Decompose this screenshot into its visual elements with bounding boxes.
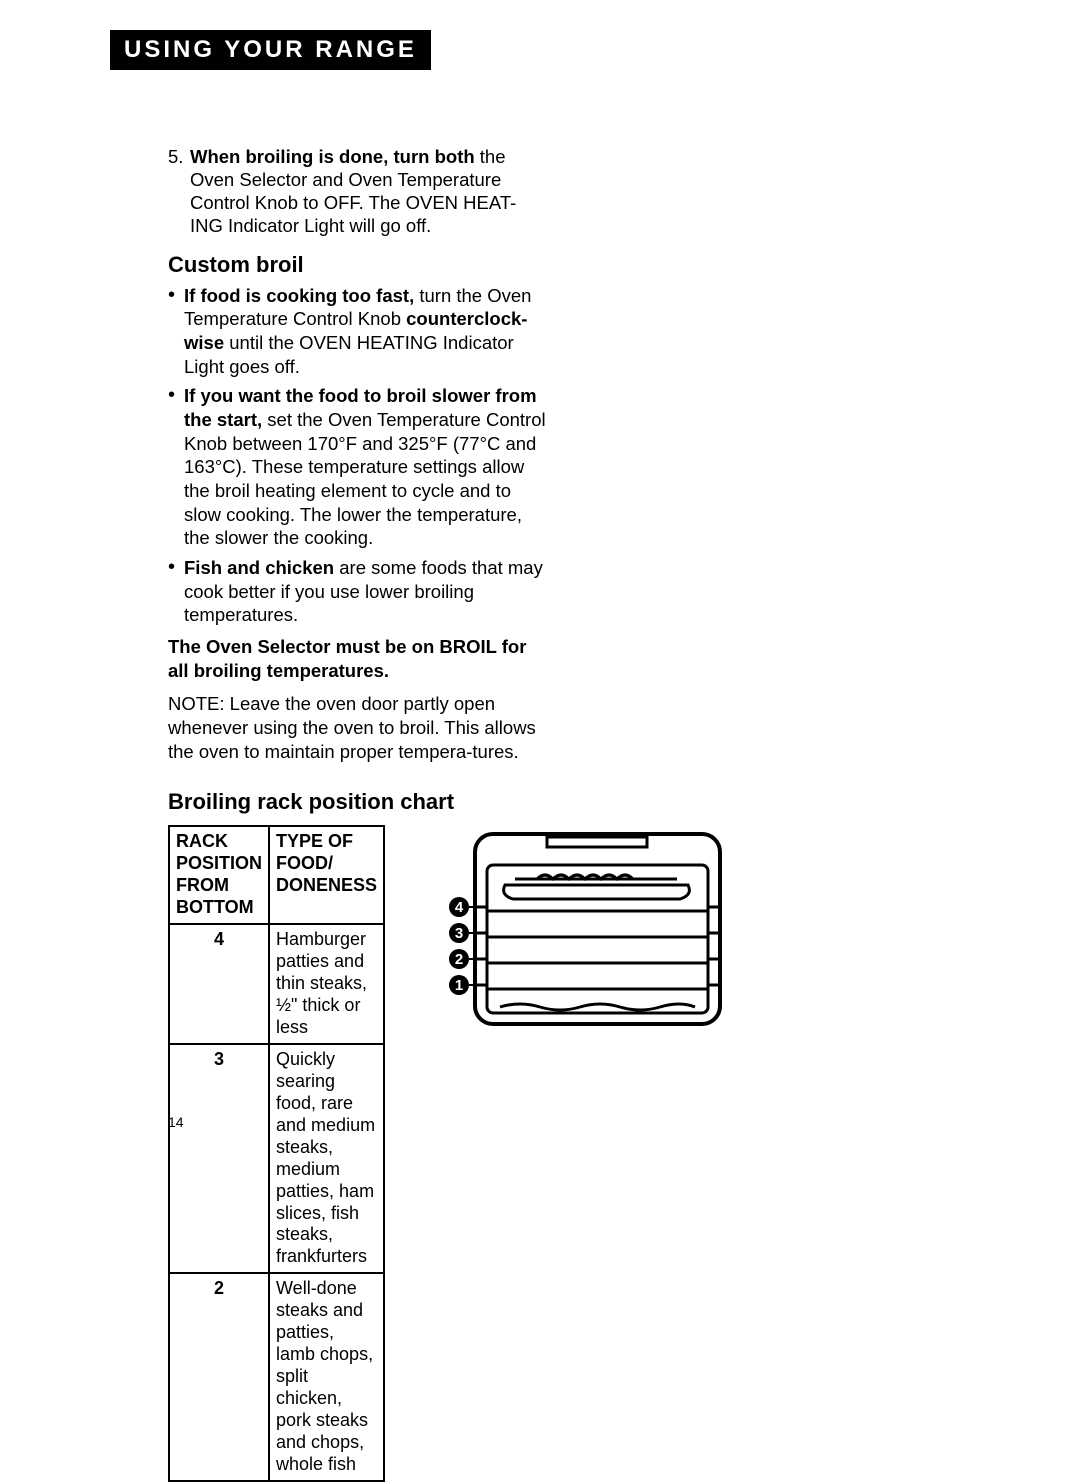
chart-row: RACK POSITION FROM BOTTOM TYPE OF FOOD/ …	[168, 825, 548, 1482]
rack-position-table: RACK POSITION FROM BOTTOM TYPE OF FOOD/ …	[168, 825, 385, 1482]
col-header-position: RACK POSITION FROM BOTTOM	[169, 826, 269, 924]
table-header-row: RACK POSITION FROM BOTTOM TYPE OF FOOD/ …	[169, 826, 384, 924]
step-number: 5.	[168, 145, 190, 238]
cell-position: 4	[169, 924, 269, 1044]
bullet-text2: until the OVEN HEATING Indicator Light g…	[184, 332, 514, 377]
col-header-food: TYPE OF FOOD/ DONENESS	[269, 826, 384, 924]
custom-broil-bullets: If food is cooking too fast, turn the Ov…	[168, 284, 548, 627]
bullet-item: If you want the food to broil slower fro…	[168, 384, 548, 550]
rack-label-2: 2	[455, 951, 463, 968]
cell-food: Well-done steaks and patties, lamb chops…	[269, 1273, 384, 1481]
selector-broil-line: The Oven Selector must be on BROIL for a…	[168, 635, 548, 682]
step-text: When broiling is done, turn both the Ove…	[190, 145, 548, 238]
bullet-item: If food is cooking too fast, turn the Ov…	[168, 284, 548, 379]
cell-position: 3	[169, 1044, 269, 1274]
cell-food: Hamburger patties and thin steaks, ½" th…	[269, 924, 384, 1044]
rack-label-3: 3	[455, 925, 463, 942]
rack-label-4: 4	[455, 899, 464, 916]
step-bold-lead: When broiling is done, turn both	[190, 146, 475, 167]
left-column: 5. When broiling is done, turn both the …	[168, 145, 548, 1482]
manual-page: USING YOUR RANGE 5. When broiling is don…	[0, 0, 1080, 1200]
page-number: 14	[168, 1114, 184, 1130]
table-row: 3 Quickly searing food, rare and medium …	[169, 1044, 384, 1274]
section-header: USING YOUR RANGE	[110, 30, 431, 70]
bullet-item: Fish and chicken are some foods that may…	[168, 556, 548, 627]
bullet-bold: Fish and chicken	[184, 557, 334, 578]
oven-diagram: 4 3 2 1	[445, 829, 725, 1034]
cell-position: 2	[169, 1273, 269, 1481]
custom-broil-heading: Custom broil	[168, 252, 548, 278]
oven-svg-icon: 4 3 2 1	[445, 829, 725, 1029]
bullet-bold: If food is cooking too fast,	[184, 285, 414, 306]
table-row: 2 Well-done steaks and patties, lamb cho…	[169, 1273, 384, 1481]
note-paragraph: NOTE: Leave the oven door partly open wh…	[168, 692, 548, 763]
rack-label-1: 1	[455, 977, 463, 994]
cell-food: Quickly searing food, rare and medium st…	[269, 1044, 384, 1274]
chart-heading: Broiling rack position chart	[168, 789, 548, 815]
note-label: NOTE:	[168, 693, 225, 714]
step-5: 5. When broiling is done, turn both the …	[168, 145, 548, 238]
table-row: 4 Hamburger patties and thin steaks, ½" …	[169, 924, 384, 1044]
